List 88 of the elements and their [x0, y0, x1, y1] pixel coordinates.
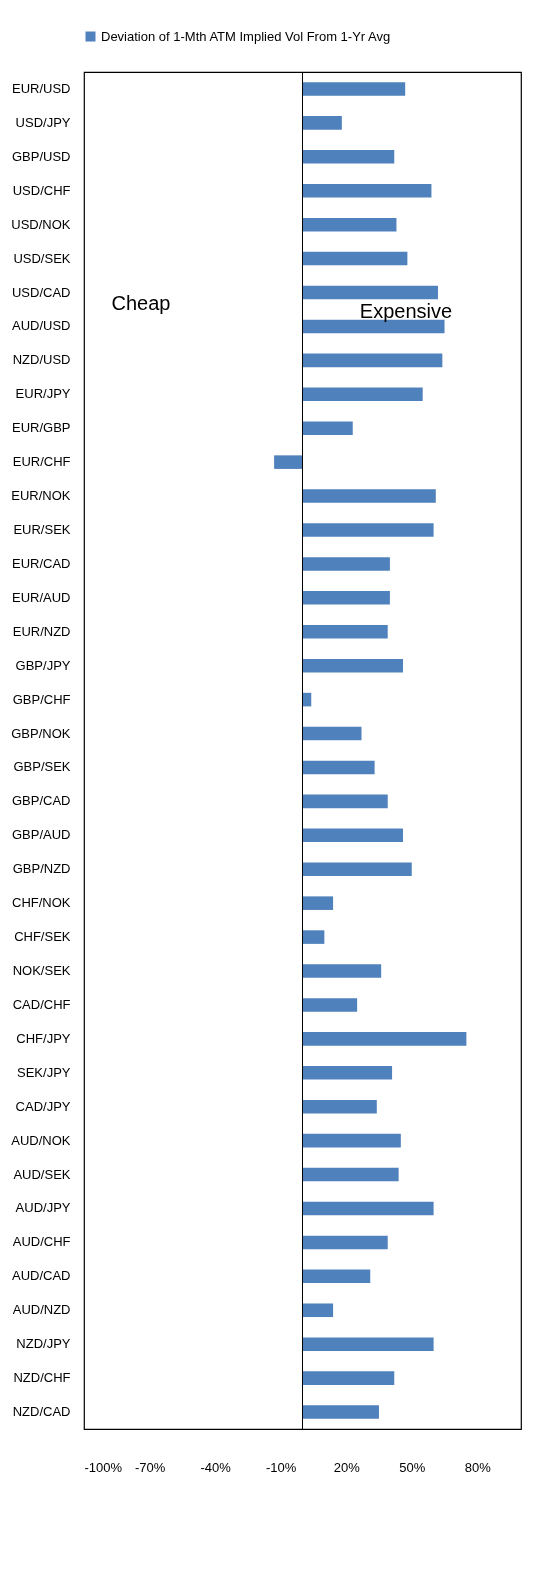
y-tick-label: NZD/CHF	[13, 1370, 71, 1386]
y-tick-label: AUD/NZD	[12, 1302, 71, 1318]
x-tick-label: -70%	[134, 1459, 166, 1475]
y-tick-label: EUR/NZD	[12, 623, 71, 639]
bar	[302, 828, 404, 843]
bar	[302, 387, 423, 402]
annotation: Cheap	[111, 292, 171, 314]
bar	[302, 523, 434, 537]
bar	[302, 116, 342, 130]
bar	[302, 1269, 371, 1284]
y-tick-label: GBP/CAD	[11, 793, 71, 809]
y-tick-label: AUD/NOK	[11, 1132, 71, 1148]
y-tick-label: AUD/CAD	[11, 1268, 71, 1284]
y-tick-label: GBP/JPY	[15, 657, 71, 673]
bar	[302, 862, 412, 877]
y-tick-label: EUR/CHF	[12, 454, 71, 470]
bar	[302, 421, 353, 435]
y-tick-label: USD/CAD	[11, 284, 71, 300]
y-tick-label: CAD/CHF	[12, 996, 71, 1012]
bar	[302, 217, 397, 232]
y-tick-label: GBP/SEK	[13, 759, 71, 775]
x-tick-label: -10%	[265, 1459, 297, 1475]
y-tick-label: AUD/SEK	[13, 1166, 71, 1182]
bar	[302, 183, 432, 198]
bar	[302, 930, 325, 944]
bar	[302, 489, 436, 503]
bar	[302, 1337, 434, 1351]
y-tick-label: EUR/SEK	[13, 521, 71, 537]
y-tick-label: CAD/JPY	[15, 1098, 71, 1114]
y-tick-label: CHF/SEK	[14, 929, 71, 945]
y-tick-label: SEK/JPY	[17, 1064, 71, 1080]
x-tick-label: -100%	[84, 1459, 123, 1475]
bar	[302, 964, 382, 978]
bar	[302, 760, 375, 775]
y-tick-label: CHF/NOK	[12, 895, 71, 911]
bar	[302, 1405, 379, 1419]
y-tick-label: GBP/CHF	[12, 691, 71, 707]
bar	[302, 1099, 377, 1114]
bar	[302, 1201, 434, 1216]
bar	[302, 557, 390, 571]
bar	[302, 1371, 395, 1385]
bar	[302, 896, 334, 910]
bar	[274, 455, 303, 469]
y-tick-label: EUR/GBP	[11, 420, 71, 436]
y-tick-label: AUD/JPY	[15, 1200, 71, 1216]
y-tick-label: NZD/JPY	[16, 1336, 71, 1352]
y-tick-label: AUD/CHF	[12, 1234, 71, 1250]
y-tick-label: EUR/CAD	[11, 555, 71, 571]
y-tick-label: USD/SEK	[13, 250, 71, 266]
bar	[302, 794, 388, 809]
bar	[302, 251, 408, 266]
y-tick-label: CHF/JPY	[16, 1030, 71, 1046]
x-tick-label: 20%	[333, 1459, 361, 1475]
bar	[302, 1066, 393, 1080]
bar	[302, 1167, 399, 1182]
bar	[302, 1133, 401, 1148]
y-tick-label: EUR/USD	[11, 80, 71, 96]
y-tick-label: AUD/USD	[11, 318, 71, 334]
x-tick-label: 80%	[464, 1459, 492, 1475]
bar	[302, 726, 362, 741]
y-tick-label: GBP/NOK	[11, 725, 71, 741]
bar	[302, 150, 395, 164]
y-tick-label: EUR/JPY	[15, 386, 71, 402]
bar	[302, 658, 404, 673]
y-tick-label: EUR/NOK	[11, 488, 71, 504]
y-tick-label: USD/NOK	[11, 216, 71, 232]
y-tick-label: GBP/NZD	[12, 861, 71, 877]
y-tick-label: NZD/CAD	[12, 1404, 71, 1420]
y-tick-label: NOK/SEK	[12, 963, 71, 979]
annotation: Expensive	[359, 300, 453, 322]
x-tick-label: 50%	[399, 1459, 426, 1475]
x-tick-label: -40%	[200, 1459, 232, 1475]
bar	[302, 82, 406, 96]
bar	[302, 1032, 467, 1046]
legend-label: Deviation of 1-Mth ATM Implied Vol From 1-Yr Avg	[101, 28, 391, 44]
bar	[302, 998, 358, 1012]
bar	[302, 1235, 388, 1250]
bar	[302, 591, 390, 605]
y-tick-label: EUR/AUD	[11, 589, 71, 605]
bar	[302, 1303, 334, 1318]
bar	[302, 624, 388, 639]
y-tick-label: USD/JPY	[15, 114, 71, 130]
bar	[302, 285, 438, 300]
y-tick-label: NZD/USD	[12, 352, 71, 368]
y-tick-label: GBP/AUD	[11, 827, 71, 843]
y-tick-label: GBP/USD	[11, 148, 71, 164]
y-tick-label: USD/CHF	[12, 182, 71, 198]
bar	[302, 353, 443, 368]
